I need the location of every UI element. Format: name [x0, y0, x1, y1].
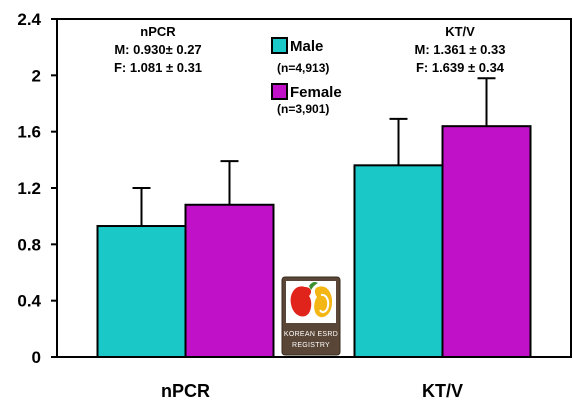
- annotation-npcr-male: M: 0.930± 0.27: [114, 42, 201, 57]
- axes: [51, 18, 572, 358]
- category-label: nPCR: [161, 381, 210, 401]
- bar-female-npcr: [184, 203, 275, 358]
- y-tick-label: 1.2: [17, 179, 41, 198]
- y-tick-label: 2: [32, 66, 41, 85]
- annotation-ktv-female: F: 1.639 ± 0.34: [416, 60, 505, 75]
- legend-sub-female: (n=3,901): [277, 102, 329, 116]
- y-tick-label: 1.6: [17, 123, 41, 142]
- bar-male-ktv: [353, 164, 444, 358]
- annotation-npcr: nPCR M: 0.930± 0.27 F: 1.081 ± 0.31: [114, 24, 202, 75]
- legend-sub-male: (n=4,913): [277, 61, 329, 75]
- legend-label-female: Female: [290, 84, 342, 101]
- y-tick-label: 0.4: [17, 292, 41, 311]
- logo-kidney-red-icon: [290, 286, 312, 317]
- annotation-npcr-title: nPCR: [140, 24, 176, 39]
- category-label: KT/V: [422, 381, 463, 401]
- legend-swatch-female: [271, 83, 288, 100]
- y-tick-label: 0.8: [17, 235, 41, 254]
- y-tick-label: 0: [32, 348, 41, 367]
- y-tick-labels: 0 0.4 0.8 1.2 1.6 2 2.4: [17, 10, 41, 367]
- logo-text-line1: KOREAN ESRD: [284, 331, 338, 338]
- legend: Male (n=4,913) Female (n=3,901): [271, 37, 342, 116]
- y-tick-label: 2.4: [17, 10, 41, 29]
- bar-female-ktv: [441, 125, 532, 358]
- korean-esrd-registry-logo: KOREAN ESRD REGISTRY: [281, 276, 341, 356]
- category-labels: nPCR KT/V: [161, 381, 463, 401]
- logo-kidney-highlight: [319, 293, 330, 314]
- annotation-ktv-title: KT/V: [445, 24, 475, 39]
- legend-swatch-male: [271, 37, 288, 54]
- logo-leaf-icon: [309, 282, 318, 290]
- error-bars: [132, 77, 496, 227]
- bar-male-npcr: [96, 225, 187, 358]
- annotation-ktv: KT/V M: 1.361 ± 0.33 F: 1.639 ± 0.34: [415, 24, 506, 75]
- annotation-npcr-female: F: 1.081 ± 0.31: [114, 60, 202, 75]
- bars: [96, 125, 532, 358]
- legend-label-male: Male: [290, 38, 323, 55]
- logo-text-line2: REGISTRY: [292, 342, 330, 349]
- annotation-ktv-male: M: 1.361 ± 0.33: [415, 42, 506, 57]
